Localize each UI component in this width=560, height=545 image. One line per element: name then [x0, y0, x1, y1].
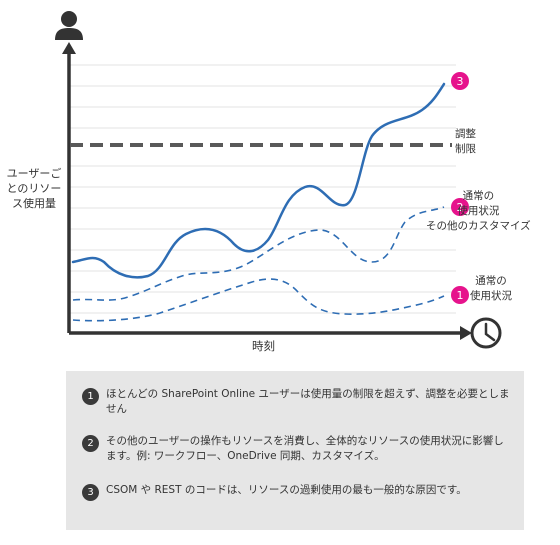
- x-axis-arrow: [460, 326, 472, 340]
- legend-box: 1 ほとんどの SharePoint Online ユーザーは使用量の制限を超え…: [66, 371, 524, 530]
- marker-1: 1: [451, 286, 469, 304]
- normal-usage-label: 通常の 使用状況: [470, 275, 512, 302]
- legend-number-1: 1: [82, 388, 99, 405]
- grid-lines: [70, 64, 456, 314]
- y-axis-label: ユーザーごとのリソース使用量: [6, 167, 62, 210]
- svg-text:3: 3: [457, 75, 464, 88]
- csom-rest-usage-line: [71, 82, 446, 279]
- legend-item-2: 2 その他のユーザーの操作もリソースを消費し、全体的なリソースの使用状況に影響し…: [82, 434, 512, 464]
- legend-number-2: 2: [82, 435, 99, 452]
- custom-usage-label: 通常の 使用状況 その他のカスタマイズ: [426, 190, 531, 232]
- marker-2: 2: [451, 198, 469, 216]
- legend-text-2: その他のユーザーの操作もリソースを消費し、全体的なリソースの使用状況に影響します…: [106, 435, 504, 462]
- axes: [67, 52, 462, 335]
- legend-item-3: 3 CSOM や REST のコードは、リソースの過剰使用の最も一般的な原因です…: [82, 483, 512, 501]
- legend-item-1: 1 ほとんどの SharePoint Online ユーザーは使用量の制限を超え…: [82, 387, 512, 417]
- custom-usage-line: [72, 206, 445, 301]
- throttle-limit-label: 調整 制限: [455, 128, 476, 155]
- legend-number-3: 3: [82, 484, 99, 501]
- svg-text:2: 2: [457, 201, 464, 214]
- normal-usage-line: [72, 278, 445, 322]
- x-axis-label: 時刻: [252, 339, 275, 353]
- user-icon: [55, 11, 83, 40]
- legend-text-1: ほとんどの SharePoint Online ユーザーは使用量の制限を超えず、…: [106, 388, 510, 415]
- clock-icon: [470, 317, 502, 349]
- legend-text-3: CSOM や REST のコードは、リソースの過剰使用の最も一般的な原因です。: [106, 484, 467, 496]
- svg-text:1: 1: [457, 289, 464, 302]
- y-axis-arrow: [62, 42, 76, 54]
- marker-3: 3: [451, 72, 469, 90]
